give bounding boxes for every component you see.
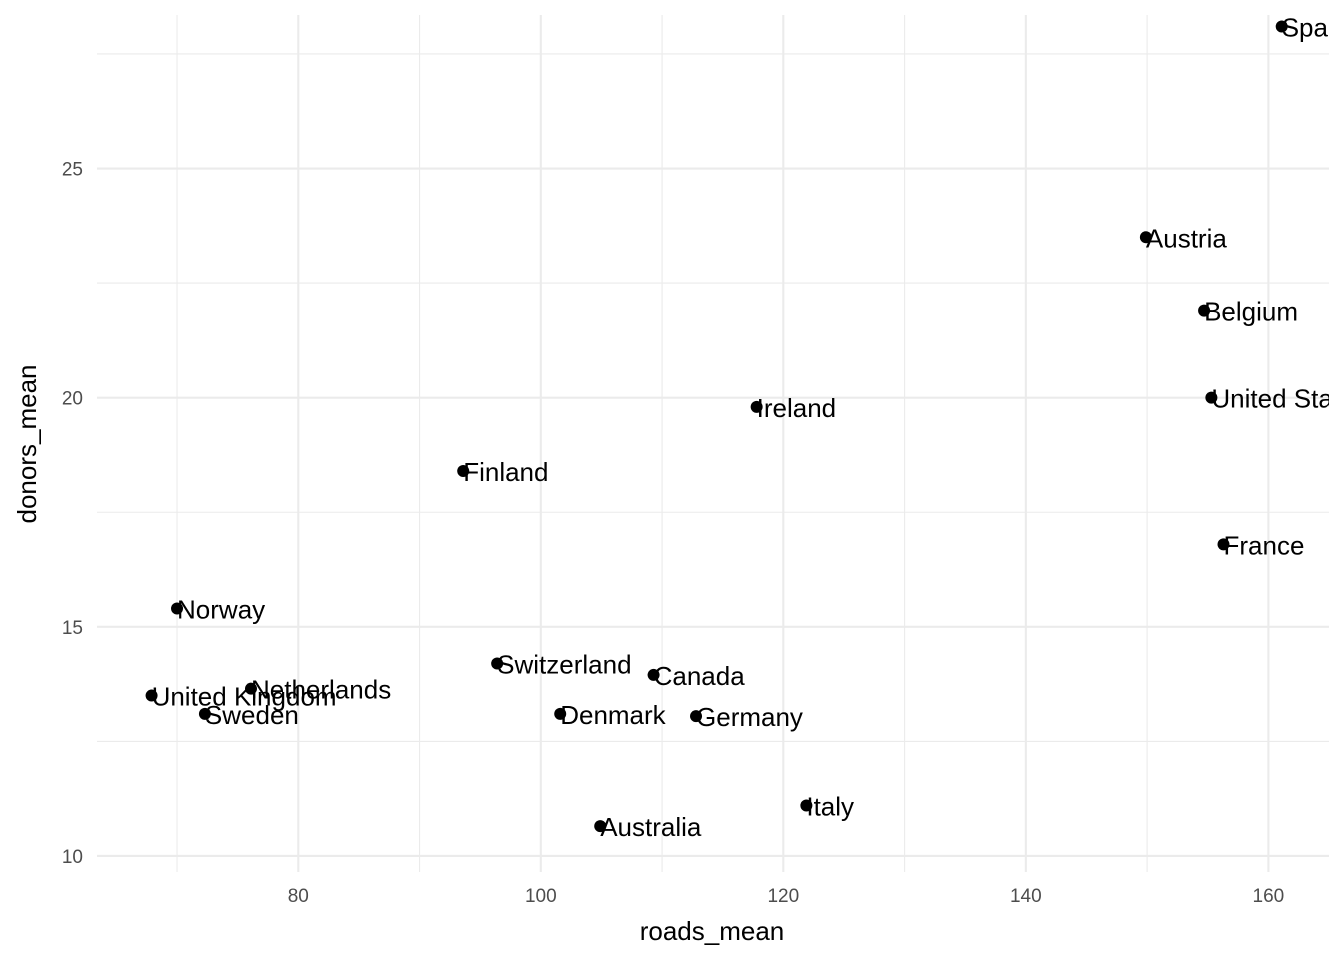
y-tick-label: 15 [62,618,83,639]
x-tick-label: 80 [288,886,309,907]
major-gridlines [97,15,1329,872]
point-label: Belgium [1204,297,1298,327]
point-label: Sweden [205,700,299,730]
point-label: Germany [696,702,803,732]
data-point [198,707,211,720]
data-point [457,464,470,477]
tick-labels: 80 100 120 140 160 10 15 20 25 [62,160,1284,907]
data-point [1205,391,1218,404]
point-label: Italy [806,792,854,822]
point-label: Australia [600,812,702,842]
y-tick-label: 20 [62,389,83,410]
point-labels: Spain Austria Belgium United States Ireland F… [152,12,1344,842]
point-label: Ireland [757,393,837,423]
data-points [145,20,1288,833]
point-label: Finland [463,457,548,487]
data-point [594,820,607,833]
data-point [171,602,184,615]
data-point [1275,20,1288,33]
x-tick-label: 100 [525,886,557,907]
y-tick-label: 25 [62,160,83,181]
y-axis-title: donors_mean [12,365,42,524]
data-point [491,657,504,670]
data-point [145,689,158,702]
point-label: United Kingdom [152,682,337,712]
x-axis-title: roads_mean [640,916,785,946]
x-tick-label: 160 [1253,886,1285,907]
point-label: Austria [1146,223,1227,253]
data-point [800,799,813,812]
data-point [1217,538,1230,551]
data-point [1198,304,1211,317]
point-label: Spain [1282,12,1344,42]
data-point [690,710,703,723]
y-tick-label: 10 [62,847,83,868]
point-label: Netherlands [251,675,391,705]
minor-gridlines [97,15,1329,872]
point-label: Denmark [560,700,666,730]
data-point [750,400,763,413]
point-label: United States [1211,384,1344,414]
point-label: France [1224,530,1305,560]
x-tick-label: 120 [767,886,799,907]
data-point [1139,231,1152,244]
point-label: Switzerland [497,649,631,679]
point-label: Norway [177,594,265,624]
data-point [647,668,660,681]
point-label: Canada [654,661,746,691]
data-point [245,682,257,695]
data-point [554,707,567,720]
x-tick-label: 140 [1010,886,1042,907]
